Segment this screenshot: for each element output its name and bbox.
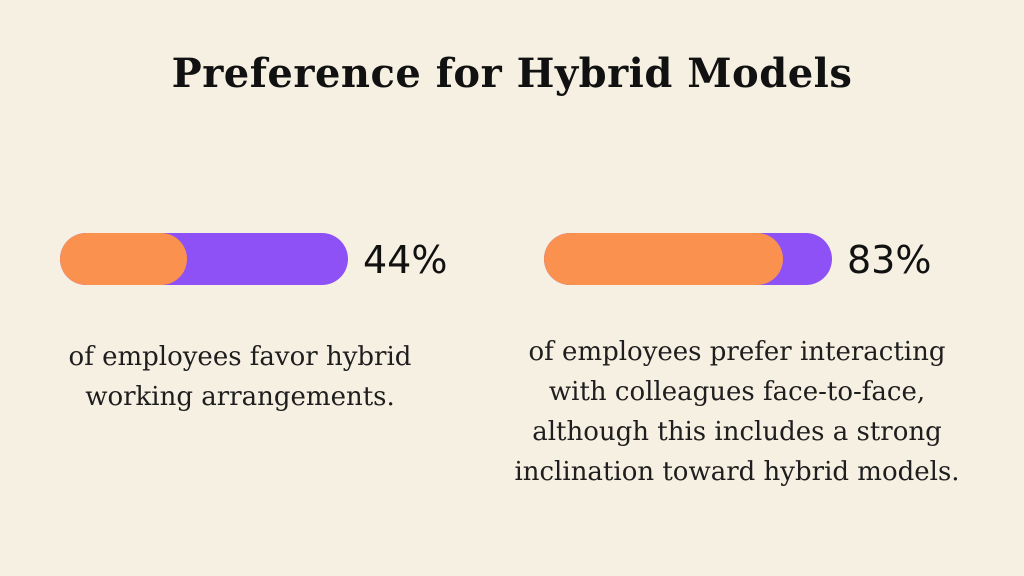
caption-line: although this includes a strong bbox=[532, 417, 942, 447]
caption-line: inclination toward hybrid models. bbox=[514, 457, 960, 487]
percent-label: 83% bbox=[847, 238, 932, 282]
progress-fill bbox=[544, 233, 783, 285]
page-title: Preference for Hybrid Models bbox=[171, 50, 853, 97]
caption-line: of employees favor hybrid bbox=[68, 342, 412, 372]
stat-caption: of employees prefer interacting with col… bbox=[482, 332, 992, 492]
caption-line: of employees prefer interacting bbox=[528, 337, 946, 367]
progress-fill bbox=[60, 233, 187, 285]
caption-line: working arrangements. bbox=[85, 382, 395, 412]
progress-track bbox=[544, 233, 832, 285]
caption-line: with colleagues face-to-face, bbox=[548, 377, 926, 407]
progress-track bbox=[60, 233, 348, 285]
stat-caption: of employees favor hybrid working arrang… bbox=[30, 337, 450, 417]
percent-label: 44% bbox=[363, 238, 448, 282]
